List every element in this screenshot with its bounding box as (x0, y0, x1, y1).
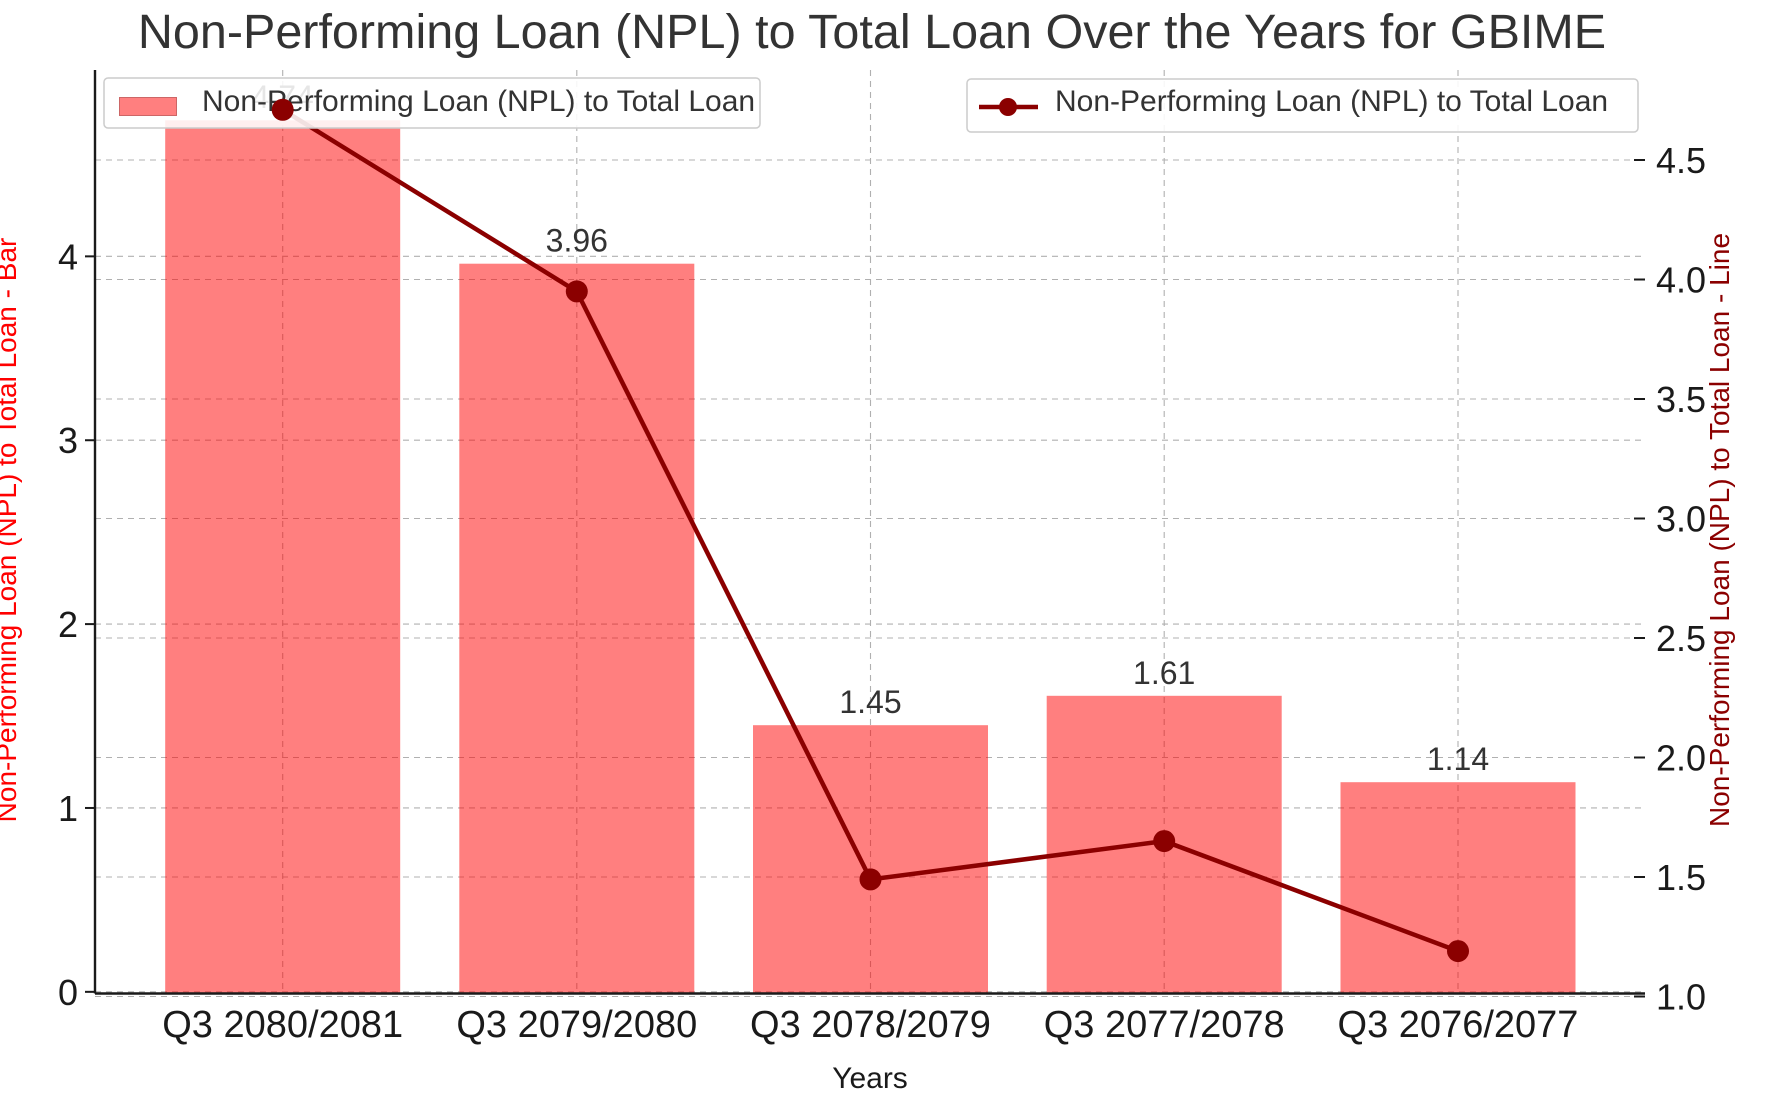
svg-text:Non-Performing Loan (NPL) to T: Non-Performing Loan (NPL) to Total Loan (1055, 85, 1608, 118)
svg-text:2: 2 (58, 604, 78, 645)
svg-text:1.5: 1.5 (1656, 857, 1706, 898)
svg-text:3.96: 3.96 (546, 223, 608, 259)
svg-text:Q3 2080/2081: Q3 2080/2081 (162, 1004, 403, 1046)
svg-text:1.0: 1.0 (1656, 976, 1706, 1017)
svg-text:2.0: 2.0 (1656, 737, 1706, 778)
svg-text:3: 3 (58, 420, 78, 461)
svg-text:4.5: 4.5 (1656, 140, 1706, 181)
svg-text:3.5: 3.5 (1656, 379, 1706, 420)
svg-text:Years: Years (832, 1062, 908, 1095)
svg-text:1.45: 1.45 (839, 684, 901, 720)
svg-text:Q3 2076/2077: Q3 2076/2077 (1338, 1004, 1579, 1046)
svg-text:1.61: 1.61 (1133, 655, 1195, 691)
svg-text:4.0: 4.0 (1656, 259, 1706, 300)
svg-text:2.5: 2.5 (1656, 618, 1706, 659)
svg-text:0: 0 (58, 972, 78, 1013)
svg-text:Q3 2078/2079: Q3 2078/2079 (750, 1004, 991, 1046)
svg-text:1.14: 1.14 (1427, 741, 1489, 777)
svg-text:Non-Performing Loan (NPL) to T: Non-Performing Loan (NPL) to Total Loan … (138, 5, 1606, 59)
svg-text:4: 4 (58, 236, 78, 277)
svg-text:Q3 2079/2080: Q3 2079/2080 (456, 1004, 697, 1046)
svg-text:Q3 2077/2078: Q3 2077/2078 (1044, 1004, 1285, 1046)
svg-text:Non-Performing Loan (NPL) to T: Non-Performing Loan (NPL) to Total Loan … (0, 238, 22, 823)
svg-text:1: 1 (58, 788, 78, 829)
svg-text:Non-Performing Loan (NPL) to T: Non-Performing Loan (NPL) to Total Loan … (1704, 233, 1735, 827)
svg-text:3.0: 3.0 (1656, 498, 1706, 539)
